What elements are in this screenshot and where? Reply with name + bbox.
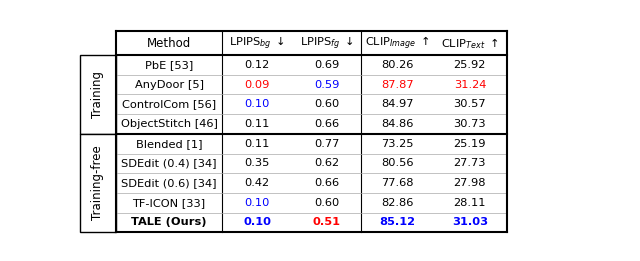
Text: 31.03: 31.03 bbox=[452, 217, 488, 227]
Text: 0.10: 0.10 bbox=[243, 217, 271, 227]
Text: 84.86: 84.86 bbox=[381, 119, 413, 129]
Text: 0.59: 0.59 bbox=[314, 80, 339, 90]
Text: 28.11: 28.11 bbox=[454, 198, 486, 208]
Text: ControlCom [56]: ControlCom [56] bbox=[122, 99, 216, 109]
Text: 0.66: 0.66 bbox=[314, 119, 339, 129]
Text: Method: Method bbox=[147, 37, 191, 50]
Text: 0.11: 0.11 bbox=[244, 139, 269, 149]
Text: 0.10: 0.10 bbox=[244, 198, 269, 208]
Text: 27.98: 27.98 bbox=[454, 178, 486, 188]
Text: 25.92: 25.92 bbox=[454, 60, 486, 70]
Text: PbE [53]: PbE [53] bbox=[145, 60, 193, 70]
Text: AnyDoor [5]: AnyDoor [5] bbox=[134, 80, 204, 90]
Text: 25.19: 25.19 bbox=[454, 139, 486, 149]
Text: 0.66: 0.66 bbox=[314, 178, 339, 188]
Text: TF-ICON [33]: TF-ICON [33] bbox=[132, 198, 205, 208]
FancyBboxPatch shape bbox=[80, 55, 116, 134]
Text: 87.87: 87.87 bbox=[381, 80, 413, 90]
Text: 73.25: 73.25 bbox=[381, 139, 413, 149]
FancyBboxPatch shape bbox=[80, 134, 116, 232]
Text: LPIPS$_{bg}$ $\downarrow$: LPIPS$_{bg}$ $\downarrow$ bbox=[229, 34, 285, 52]
Text: 0.62: 0.62 bbox=[314, 158, 339, 168]
Text: ObjectStitch [46]: ObjectStitch [46] bbox=[120, 119, 218, 129]
Text: 0.69: 0.69 bbox=[314, 60, 339, 70]
Text: 80.26: 80.26 bbox=[381, 60, 413, 70]
Text: LPIPS$_{fg}$ $\downarrow$: LPIPS$_{fg}$ $\downarrow$ bbox=[300, 34, 353, 52]
Text: 80.56: 80.56 bbox=[381, 158, 413, 168]
Text: SDEdit (0.6) [34]: SDEdit (0.6) [34] bbox=[122, 178, 217, 188]
Text: SDEdit (0.4) [34]: SDEdit (0.4) [34] bbox=[122, 158, 217, 168]
Text: 31.24: 31.24 bbox=[454, 80, 486, 90]
Text: 77.68: 77.68 bbox=[381, 178, 413, 188]
Text: 0.12: 0.12 bbox=[244, 60, 269, 70]
Text: 0.42: 0.42 bbox=[244, 178, 269, 188]
Text: Training-free: Training-free bbox=[92, 146, 104, 221]
Text: 30.73: 30.73 bbox=[454, 119, 486, 129]
Text: TALE (Ours): TALE (Ours) bbox=[131, 217, 207, 227]
Text: 85.12: 85.12 bbox=[379, 217, 415, 227]
Text: CLIP$_{Image}$ $\uparrow$: CLIP$_{Image}$ $\uparrow$ bbox=[365, 34, 429, 52]
Text: 0.77: 0.77 bbox=[314, 139, 339, 149]
Text: Blended [1]: Blended [1] bbox=[136, 139, 202, 149]
Text: 82.86: 82.86 bbox=[381, 198, 413, 208]
Text: 84.97: 84.97 bbox=[381, 99, 413, 109]
Text: 30.57: 30.57 bbox=[454, 99, 486, 109]
Text: 0.51: 0.51 bbox=[312, 217, 340, 227]
Text: 27.73: 27.73 bbox=[454, 158, 486, 168]
Text: Training: Training bbox=[92, 71, 104, 118]
Text: 0.35: 0.35 bbox=[244, 158, 269, 168]
Text: 0.60: 0.60 bbox=[314, 198, 339, 208]
Text: 0.60: 0.60 bbox=[314, 99, 339, 109]
Text: 0.11: 0.11 bbox=[244, 119, 269, 129]
Text: CLIP$_{Text}$ $\uparrow$: CLIP$_{Text}$ $\uparrow$ bbox=[441, 36, 499, 51]
Text: 0.09: 0.09 bbox=[244, 80, 269, 90]
Text: 0.10: 0.10 bbox=[244, 99, 269, 109]
